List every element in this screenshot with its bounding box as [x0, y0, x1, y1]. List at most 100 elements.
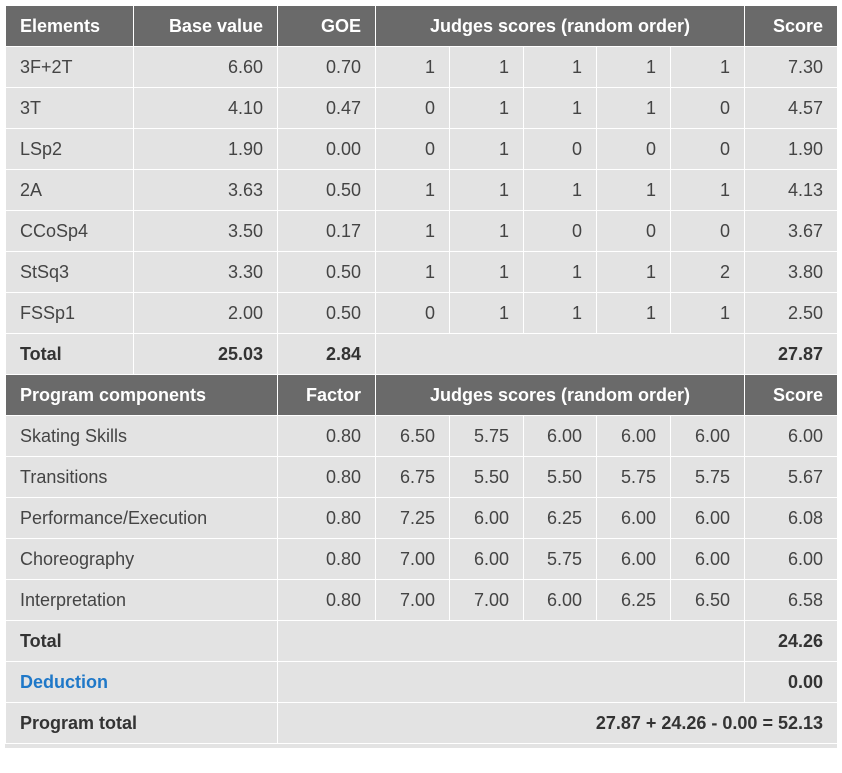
components-header-row: Program components Factor Judges scores … [5, 374, 839, 416]
element-judge-score: 1 [669, 292, 746, 334]
component-judge-score: 7.00 [449, 579, 524, 621]
elements-total-spacer [374, 333, 746, 375]
components-column-header: Program components [5, 374, 278, 416]
deduction-spacer [276, 661, 746, 703]
component-judge-score: 6.00 [669, 415, 746, 457]
component-row: Performance/Execution 0.80 7.25 6.00 6.25 6.0… [5, 497, 839, 539]
element-judge-score: 1 [449, 210, 524, 252]
elements-total-row: Total 25.03 2.84 27.87 [5, 333, 839, 375]
element-name: CCoSp4 [5, 210, 134, 252]
element-name: 3F+2T [5, 46, 134, 88]
deduction-link[interactable]: Deduction [5, 661, 278, 703]
element-judge-score: 2 [669, 251, 746, 293]
component-judge-score: 7.00 [375, 579, 450, 621]
element-row: FSSp1 2.00 0.50 0 1 1 1 1 2.50 [5, 292, 839, 334]
score-column-header: Score [744, 5, 839, 47]
component-name: Performance/Execution [5, 497, 278, 539]
element-base-value: 2.00 [133, 292, 278, 334]
component-score: 6.58 [744, 579, 839, 621]
component-judge-score: 6.50 [375, 415, 450, 457]
element-judge-score: 0 [375, 292, 450, 334]
component-judge-score: 5.75 [449, 415, 524, 457]
element-score: 2.50 [744, 292, 839, 334]
element-score: 4.13 [744, 169, 839, 211]
component-judge-score: 6.00 [669, 538, 746, 580]
element-judge-score: 1 [375, 210, 450, 252]
component-name: Transitions [5, 456, 278, 498]
element-judge-score: 1 [449, 169, 524, 211]
element-judge-score: 0 [596, 210, 671, 252]
component-judge-score: 7.25 [375, 497, 450, 539]
element-base-value: 4.10 [133, 87, 278, 129]
component-judge-score: 6.25 [523, 497, 597, 539]
element-judge-score: 0 [375, 128, 450, 170]
components-total-spacer [276, 620, 746, 662]
components-total-score: 24.26 [744, 620, 839, 662]
deduction-score: 0.00 [744, 661, 839, 703]
elements-total-goe: 2.84 [277, 333, 376, 375]
component-score: 6.00 [744, 538, 839, 580]
element-row: 2A 3.63 0.50 1 1 1 1 1 4.13 [5, 169, 839, 211]
component-score: 6.08 [744, 497, 839, 539]
component-judge-score: 5.75 [669, 456, 746, 498]
judges-scores-column-header: Judges scores (random order) [374, 5, 746, 47]
component-judge-score: 6.00 [596, 497, 671, 539]
component-factor: 0.80 [277, 415, 376, 457]
elements-total-label: Total [5, 333, 134, 375]
element-base-value: 3.50 [133, 210, 278, 252]
element-judge-score: 1 [596, 292, 671, 334]
component-judge-score: 7.00 [375, 538, 450, 580]
element-name: StSq3 [5, 251, 134, 293]
element-base-value: 1.90 [133, 128, 278, 170]
element-judge-score: 1 [596, 251, 671, 293]
element-name: 3T [5, 87, 134, 129]
goe-column-header: GOE [277, 5, 376, 47]
element-goe: 0.50 [277, 292, 376, 334]
element-judge-score: 1 [596, 46, 671, 88]
element-judge-score: 0 [375, 87, 450, 129]
component-judge-score: 6.00 [669, 497, 746, 539]
element-judge-score: 0 [523, 128, 597, 170]
element-judge-score: 1 [596, 169, 671, 211]
component-row: Skating Skills 0.80 6.50 5.75 6.00 6.00 6.00 6.… [5, 415, 839, 457]
component-judge-score: 5.50 [523, 456, 597, 498]
component-judge-score: 5.75 [523, 538, 597, 580]
element-goe: 0.00 [277, 128, 376, 170]
element-score: 4.57 [744, 87, 839, 129]
element-name: FSSp1 [5, 292, 134, 334]
element-name: 2A [5, 169, 134, 211]
pc-judges-column-header: Judges scores (random order) [374, 374, 746, 416]
element-judge-score: 1 [449, 292, 524, 334]
element-judge-score: 1 [449, 46, 524, 88]
component-row: Transitions 0.80 6.75 5.50 5.50 5.75 5.75 5.67 [5, 456, 839, 498]
element-score: 1.90 [744, 128, 839, 170]
elements-body: 3F+2T 6.60 0.70 1 1 1 1 1 7.30 3T 4.10 0.47 0 1 1 1 0 4.5… [5, 46, 839, 334]
element-judge-score: 1 [449, 251, 524, 293]
element-judge-score: 1 [669, 46, 746, 88]
components-total-label: Total [5, 620, 278, 662]
program-total-row: Program total 27.87 + 24.26 - 0.00 = 52.… [5, 702, 839, 744]
component-row: Choreography 0.80 7.00 6.00 5.75 6.00 6.00 6.00 [5, 538, 839, 580]
component-judge-score: 5.75 [596, 456, 671, 498]
elements-total-score: 27.87 [744, 333, 839, 375]
element-judge-score: 1 [596, 87, 671, 129]
pc-score-column-header: Score [744, 374, 839, 416]
element-row: 3F+2T 6.60 0.70 1 1 1 1 1 7.30 [5, 46, 839, 88]
element-row: CCoSp4 3.50 0.17 1 1 0 0 0 3.67 [5, 210, 839, 252]
element-score: 3.67 [744, 210, 839, 252]
elements-total-base: 25.03 [133, 333, 278, 375]
element-judge-score: 0 [669, 128, 746, 170]
element-row: StSq3 3.30 0.50 1 1 1 1 2 3.80 [5, 251, 839, 293]
component-name: Choreography [5, 538, 278, 580]
base-value-column-header: Base value [133, 5, 278, 47]
element-judge-score: 1 [375, 251, 450, 293]
element-base-value: 3.30 [133, 251, 278, 293]
component-judge-score: 5.50 [449, 456, 524, 498]
element-score: 7.30 [744, 46, 839, 88]
component-judge-score: 6.00 [449, 538, 524, 580]
element-row: LSp2 1.90 0.00 0 1 0 0 0 1.90 [5, 128, 839, 170]
component-factor: 0.80 [277, 579, 376, 621]
element-judge-score: 1 [523, 46, 597, 88]
element-base-value: 3.63 [133, 169, 278, 211]
element-goe: 0.50 [277, 169, 376, 211]
